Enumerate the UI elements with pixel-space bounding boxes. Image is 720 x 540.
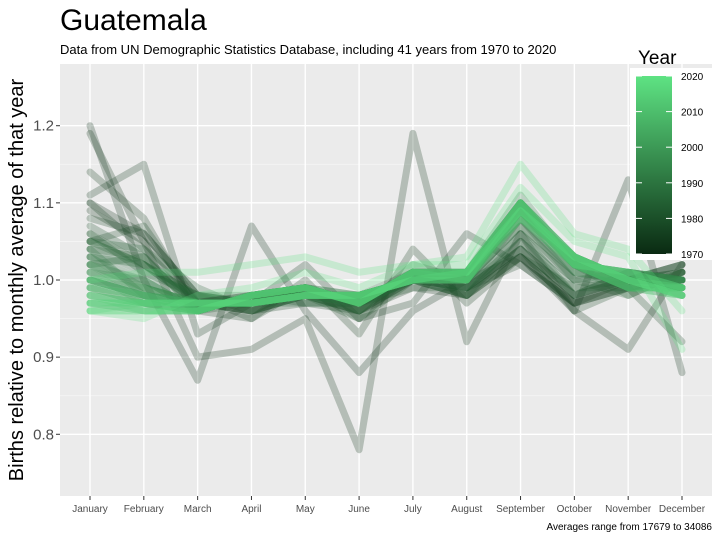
series-line-1998 (86, 207, 686, 307)
series-line-1972 (86, 122, 686, 384)
series-line-1978 (86, 222, 686, 346)
series-line-1991 (86, 199, 686, 315)
series-line-1997 (86, 199, 686, 315)
series-line-1985 (86, 222, 686, 315)
series-line-1986 (86, 214, 686, 307)
series-line-1996 (86, 207, 686, 307)
series-line-1982 (86, 222, 686, 323)
series-line-1971 (86, 207, 686, 315)
series-line-1981 (86, 237, 686, 307)
series-line-1994 (86, 199, 686, 307)
series-line-1999 (86, 199, 686, 315)
series-line-2015 (86, 214, 686, 315)
series-line-2005 (86, 214, 686, 315)
legend-tick-label: 1990 (681, 179, 704, 190)
series-line-2018 (86, 207, 686, 307)
series-line-2007 (86, 199, 686, 315)
series-line-1975 (86, 168, 686, 338)
series-line-2016 (86, 207, 686, 307)
legend-tick-label: 2020 (681, 72, 704, 83)
x-tick-label: December (659, 504, 706, 515)
x-tick-label: November (605, 504, 652, 515)
series-line-2020 (86, 183, 686, 353)
series-line-1977 (86, 214, 686, 323)
series-line-2019 (86, 160, 686, 315)
series-line-2004 (86, 199, 686, 307)
y-tick-label: 1.0 (33, 272, 54, 289)
x-tick-label: July (404, 504, 422, 515)
series-line-1990 (86, 207, 686, 307)
y-axis-label: Births relative to monthly average of th… (6, 78, 28, 481)
series-line-2000 (86, 214, 686, 307)
x-tick-label: August (451, 504, 482, 515)
legend: Year 1970 1980 1990 2000 2010 2020 (630, 48, 714, 261)
series-line-2017 (86, 199, 686, 315)
series-line-2001 (86, 207, 686, 315)
series-line-1988 (86, 214, 686, 307)
grid-minor (60, 163, 712, 397)
series-line-1992 (86, 207, 686, 307)
series-layer (86, 122, 686, 454)
legend-tick-label: 1980 (681, 214, 704, 225)
x-tick-label: June (348, 504, 370, 515)
x-tick-label: January (72, 504, 108, 515)
series-line-2009 (86, 199, 686, 315)
legend-ticks: 1970 1980 1990 2000 2010 2020 (636, 72, 704, 261)
legend-tick-label: 2000 (681, 143, 704, 154)
series-line-1974 (86, 160, 686, 338)
y-tick-label: 1.2 (33, 118, 54, 135)
series-line-1989 (86, 199, 686, 307)
series-line-1984 (86, 230, 686, 315)
legend-title: Year (638, 48, 677, 69)
chart-caption: Averages range from 17679 to 34086 (547, 522, 713, 533)
series-line-2003 (86, 207, 686, 315)
series-line-2008 (86, 207, 686, 307)
chart-subtitle: Data from UN Demographic Statistics Data… (60, 42, 556, 57)
series-line-2013 (86, 207, 686, 315)
x-tick-label: September (496, 504, 546, 515)
series-line-1976 (86, 199, 686, 315)
chart-title: Guatemala (60, 4, 207, 37)
series-line-1970 (86, 199, 686, 307)
x-tick-label: April (241, 504, 261, 515)
y-tick-label: 0.8 (33, 426, 54, 443)
y-tick-label: 1.1 (33, 195, 54, 212)
series-line-2014 (86, 199, 686, 307)
x-tick-label: March (184, 504, 212, 515)
series-line-2011 (86, 207, 686, 315)
x-tick-label: October (557, 504, 593, 515)
series-line-1995 (86, 199, 686, 315)
legend-tick-label: 1970 (681, 250, 704, 261)
series-line-1973 (86, 129, 686, 454)
y-axis: 0.8 0.9 1.0 1.1 1.2 (33, 118, 60, 443)
legend-tick-label: 2010 (681, 108, 704, 119)
x-tick-label: February (124, 504, 164, 515)
x-tick-label: May (296, 504, 315, 515)
grid-major (60, 64, 712, 496)
x-axis: January February March April May June July Augu… (72, 496, 706, 515)
series-line-2010 (86, 214, 686, 307)
series-line-2012 (86, 199, 686, 315)
series-line-2002 (86, 199, 686, 307)
series-line-1993 (86, 191, 686, 315)
series-line-1987 (86, 207, 686, 315)
y-tick-label: 0.9 (33, 349, 54, 366)
legend-colorbar (636, 76, 672, 254)
series-line-1979 (86, 222, 686, 307)
series-line-1983 (86, 230, 686, 307)
series-line-1980 (86, 230, 686, 315)
series-line-2006 (86, 207, 686, 307)
